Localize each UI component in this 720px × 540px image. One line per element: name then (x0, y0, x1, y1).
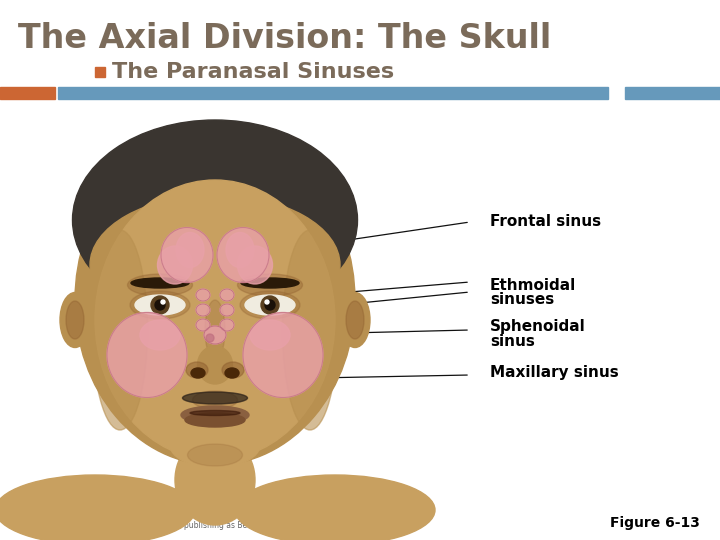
Ellipse shape (92, 230, 148, 430)
Ellipse shape (196, 289, 210, 301)
Ellipse shape (175, 435, 255, 525)
Ellipse shape (127, 274, 192, 296)
Ellipse shape (243, 313, 323, 397)
Ellipse shape (130, 291, 190, 319)
Ellipse shape (186, 362, 208, 378)
Ellipse shape (192, 391, 238, 409)
Text: Frontal sinus: Frontal sinus (490, 214, 601, 230)
Text: Sphenoidal: Sphenoidal (490, 319, 586, 334)
Ellipse shape (95, 180, 335, 460)
Text: Ethmoidal: Ethmoidal (490, 278, 576, 293)
Ellipse shape (196, 304, 210, 316)
Ellipse shape (90, 195, 340, 335)
Ellipse shape (205, 300, 225, 360)
Ellipse shape (220, 289, 234, 301)
Ellipse shape (191, 368, 205, 378)
Circle shape (206, 334, 214, 342)
Ellipse shape (131, 278, 189, 288)
Ellipse shape (235, 475, 435, 540)
Ellipse shape (222, 362, 244, 378)
Ellipse shape (204, 326, 226, 344)
Ellipse shape (107, 313, 187, 397)
Ellipse shape (340, 293, 370, 348)
Ellipse shape (185, 413, 245, 427)
Ellipse shape (225, 368, 239, 378)
Ellipse shape (73, 120, 358, 320)
Ellipse shape (226, 233, 254, 267)
Text: sinuses: sinuses (490, 293, 554, 307)
Ellipse shape (158, 246, 192, 284)
Ellipse shape (135, 295, 185, 315)
Ellipse shape (197, 346, 233, 384)
Text: sinus: sinus (490, 334, 535, 348)
Text: Maxillary sinus: Maxillary sinus (490, 364, 618, 380)
Ellipse shape (0, 475, 195, 540)
Ellipse shape (217, 227, 269, 282)
Bar (95, 67, 105, 77)
Ellipse shape (346, 301, 364, 339)
Bar (625, 87, 720, 99)
Circle shape (261, 296, 279, 314)
Ellipse shape (220, 304, 234, 316)
Ellipse shape (190, 410, 240, 415)
Ellipse shape (238, 274, 302, 296)
Circle shape (265, 300, 275, 310)
Ellipse shape (75, 135, 355, 465)
Ellipse shape (250, 320, 290, 350)
Ellipse shape (282, 230, 338, 430)
Ellipse shape (181, 406, 249, 424)
Ellipse shape (140, 320, 180, 350)
Ellipse shape (161, 227, 213, 282)
Ellipse shape (196, 319, 210, 331)
Ellipse shape (238, 246, 272, 284)
Ellipse shape (187, 444, 243, 466)
Bar (0, 87, 55, 99)
Ellipse shape (240, 291, 300, 319)
Ellipse shape (245, 295, 295, 315)
Bar (30, 100, 420, 530)
Ellipse shape (176, 233, 204, 267)
Text: The Paranasal Sinuses: The Paranasal Sinuses (112, 62, 394, 82)
Ellipse shape (170, 422, 260, 468)
Text: The Axial Division: The Skull: The Axial Division: The Skull (18, 22, 552, 55)
Text: Copyright © 2007 Pearson Education, Inc., publishing as Benjamin Cummings: Copyright © 2007 Pearson Education, Inc.… (18, 521, 317, 530)
Circle shape (155, 300, 165, 310)
Bar (58, 87, 608, 99)
Circle shape (161, 300, 165, 304)
Ellipse shape (66, 301, 84, 339)
Ellipse shape (60, 293, 90, 348)
Ellipse shape (182, 392, 248, 404)
Ellipse shape (220, 319, 234, 331)
Circle shape (265, 300, 269, 304)
Circle shape (151, 296, 169, 314)
Text: Figure 6-13: Figure 6-13 (610, 516, 700, 530)
Ellipse shape (241, 278, 299, 288)
